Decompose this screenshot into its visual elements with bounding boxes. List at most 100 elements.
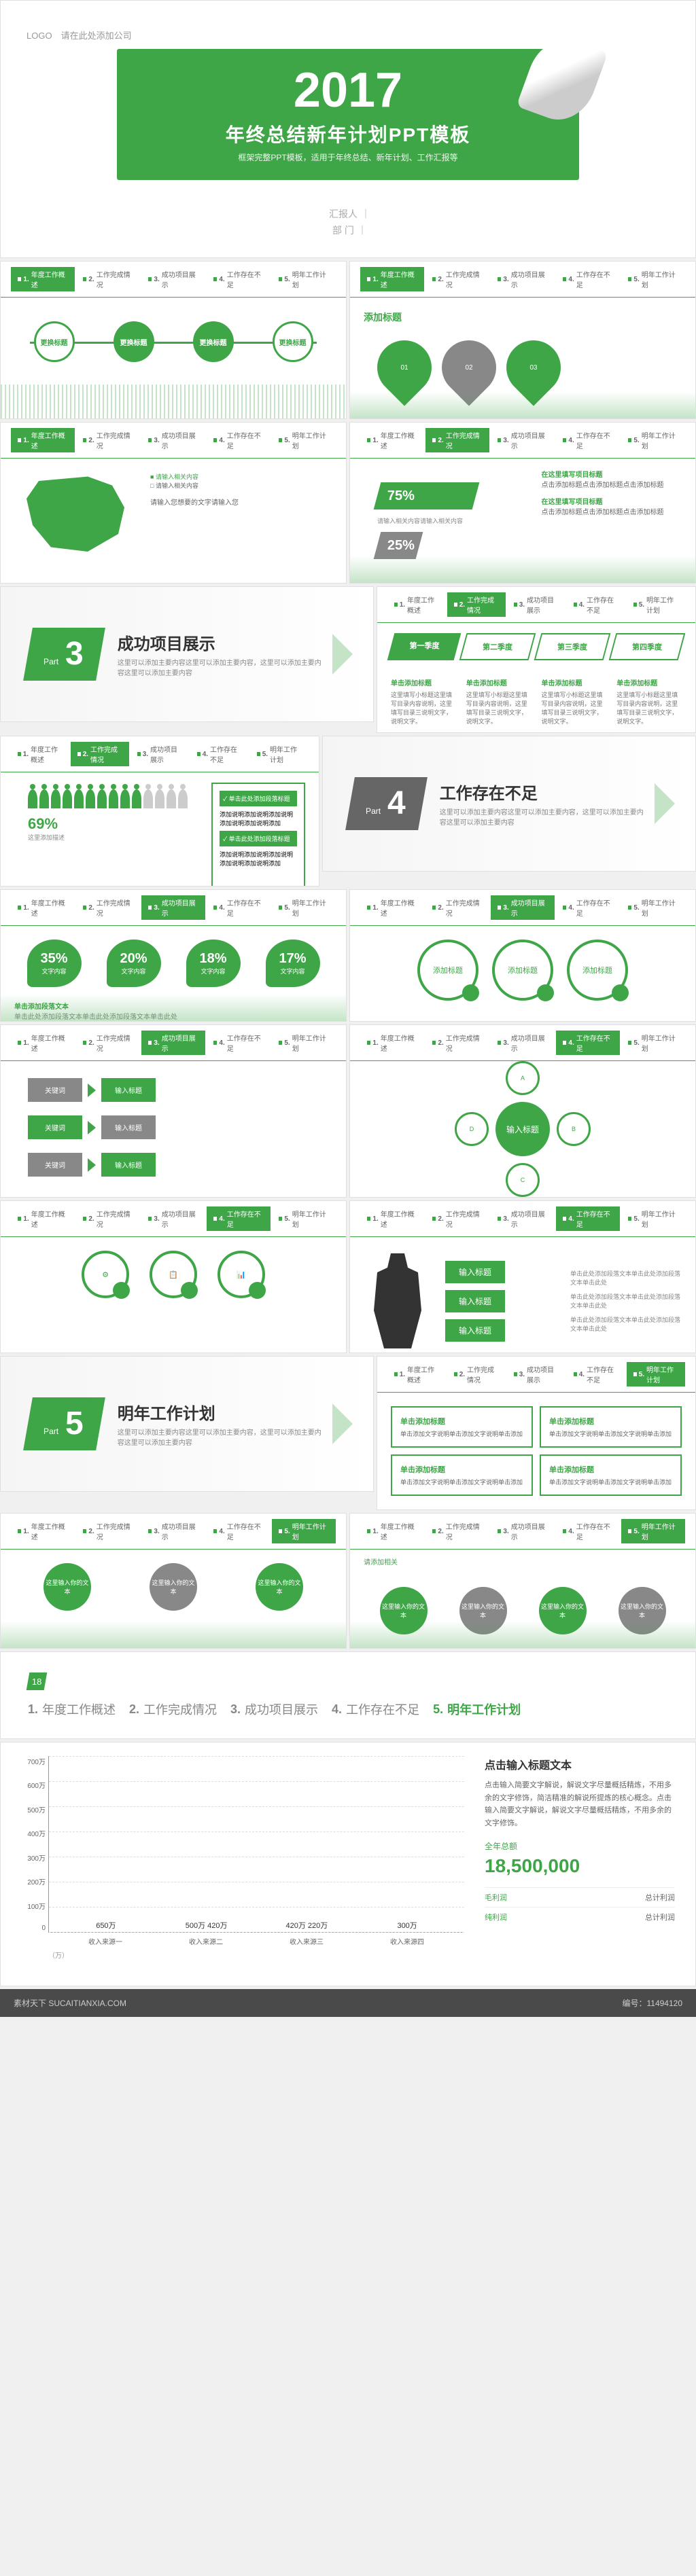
- nav-tab[interactable]: 1.年度工作概述: [360, 895, 424, 920]
- nav-tab[interactable]: 3.成功项目展示: [491, 1206, 555, 1231]
- quarter-tab[interactable]: 第二季度: [459, 633, 536, 660]
- nav-tab[interactable]: 2.工作完成情况: [447, 1362, 506, 1387]
- nav-tab[interactable]: 3.成功项目展示: [141, 1206, 205, 1231]
- nav-tab[interactable]: 4.工作存在不足: [207, 428, 271, 452]
- nav-tab[interactable]: 1.年度工作概述: [11, 1519, 75, 1543]
- nav-tab[interactable]: 5.明年工作计划: [272, 1206, 336, 1231]
- nav-tab[interactable]: 5.明年工作计划: [272, 428, 336, 452]
- nav-tab[interactable]: 4.工作存在不足: [207, 1031, 271, 1055]
- nav-tab[interactable]: 2.工作完成情况: [425, 1519, 489, 1543]
- nav-tab[interactable]: 1.年度工作概述: [11, 1206, 75, 1231]
- quarter-tab[interactable]: 第三季度: [534, 633, 611, 660]
- nav-tab[interactable]: 1.年度工作概述: [11, 895, 75, 920]
- nav-tab[interactable]: 1.年度工作概述: [360, 1031, 424, 1055]
- nav-tab[interactable]: 2.工作完成情况: [76, 1206, 140, 1231]
- nav-tab[interactable]: 3.成功项目展示: [141, 1519, 205, 1543]
- nav-tab[interactable]: 4.工作存在不足: [190, 742, 249, 766]
- nav-tab[interactable]: 4.工作存在不足: [207, 1206, 271, 1231]
- nav-tab[interactable]: 1.年度工作概述: [360, 428, 424, 452]
- circle-item: 更换标题: [34, 321, 75, 362]
- nav-tab[interactable]: 5.明年工作计划: [627, 1362, 685, 1387]
- nav-tab[interactable]: 2.工作完成情况: [76, 267, 140, 291]
- nav-tab[interactable]: 2.工作完成情况: [425, 895, 489, 920]
- nav-tab[interactable]: 2.工作完成情况: [76, 895, 140, 920]
- nav-tab[interactable]: 2.工作完成情况: [76, 428, 140, 452]
- chart-desc: 点击输入简要文字解说，解说文字尽量概括精炼，不用多余的文字修饰，简洁精准的解说所…: [485, 1779, 675, 1830]
- nav-tab[interactable]: 4.工作存在不足: [567, 1362, 625, 1387]
- chart-title: 点击输入标题文本: [485, 1756, 675, 1772]
- big-nav-item[interactable]: 5.明年工作计划: [433, 1700, 521, 1718]
- nav-tab[interactable]: 1.年度工作概述: [11, 267, 75, 291]
- nav-tab[interactable]: 3.成功项目展示: [507, 592, 566, 617]
- nav-tab[interactable]: 3.成功项目展示: [141, 1031, 205, 1055]
- nav-tab[interactable]: 2.工作完成情况: [76, 1519, 140, 1543]
- nav-tab[interactable]: 5.明年工作计划: [621, 1031, 685, 1055]
- nav-tab[interactable]: 5.明年工作计划: [250, 742, 309, 766]
- nav-tab[interactable]: 3.成功项目展示: [491, 1031, 555, 1055]
- big-nav-item[interactable]: 2.工作完成情况: [129, 1700, 217, 1718]
- nav-tab[interactable]: 4.工作存在不足: [556, 1031, 620, 1055]
- nav-tab[interactable]: 5.明年工作计划: [621, 267, 685, 291]
- nav-tab[interactable]: 3.成功项目展示: [491, 895, 555, 920]
- nav-tab[interactable]: 3.成功项目展示: [130, 742, 189, 766]
- nav-tabs: 1.年度工作概述2.工作完成情况3.成功项目展示4.工作存在不足5.明年工作计划: [1, 262, 346, 298]
- nav-tab[interactable]: 4.工作存在不足: [567, 592, 625, 617]
- nav-tab[interactable]: 1.年度工作概述: [360, 267, 424, 291]
- nav-tab[interactable]: 1.年度工作概述: [11, 742, 69, 766]
- nav-tab[interactable]: 3.成功项目展示: [491, 1519, 555, 1543]
- nav-tab[interactable]: 4.工作存在不足: [207, 1519, 271, 1543]
- nav-tab[interactable]: 1.年度工作概述: [11, 1031, 75, 1055]
- nav-tab[interactable]: 2.工作完成情况: [425, 1206, 489, 1231]
- nav-tab[interactable]: 5.明年工作计划: [621, 428, 685, 452]
- nav-tab[interactable]: 5.明年工作计划: [272, 1519, 336, 1543]
- nav-tab[interactable]: 3.成功项目展示: [141, 428, 205, 452]
- slide-flow: 1.年度工作概述2.工作完成情况3.成功项目展示4.工作存在不足5.明年工作计划…: [0, 1024, 347, 1198]
- nav-tab[interactable]: 1.年度工作概述: [387, 1362, 446, 1387]
- nav-tab[interactable]: 4.工作存在不足: [556, 267, 620, 291]
- quarter-tab[interactable]: 第一季度: [387, 633, 462, 660]
- nav-tab[interactable]: 5.明年工作计划: [621, 1519, 685, 1543]
- nav-tab[interactable]: 5.明年工作计划: [627, 592, 685, 617]
- person-icon: [143, 789, 153, 808]
- big-nav-slide: 18 1.年度工作概述2.工作完成情况3.成功项目展示4.工作存在不足5.明年工…: [0, 1651, 696, 1739]
- quarter-tab[interactable]: 第四季度: [609, 633, 686, 660]
- nav-tab[interactable]: 4.工作存在不足: [207, 895, 271, 920]
- nav-tab[interactable]: 5.明年工作计划: [272, 895, 336, 920]
- nav-tab[interactable]: 4.工作存在不足: [556, 1519, 620, 1543]
- person-icon: [86, 789, 95, 808]
- nav-tab[interactable]: 1.年度工作概述: [11, 428, 75, 452]
- nav-tab[interactable]: 2.工作完成情况: [425, 1031, 489, 1055]
- nav-tab[interactable]: 1.年度工作概述: [360, 1206, 424, 1231]
- ring-circle: 添加标题: [567, 940, 628, 1001]
- circle-item: 更换标题: [114, 321, 154, 362]
- big-nav-item[interactable]: 1.年度工作概述: [28, 1700, 116, 1718]
- nav-tab[interactable]: 4.工作存在不足: [556, 428, 620, 452]
- nav-tab[interactable]: 5.明年工作计划: [621, 1206, 685, 1231]
- slide-title: 添加标题: [364, 308, 682, 327]
- info-box: 单击添加标题单击添加文字说明单击添加文字说明单击添加: [540, 1454, 682, 1496]
- nav-tab[interactable]: 1.年度工作概述: [387, 592, 446, 617]
- nav-tab[interactable]: 1.年度工作概述: [360, 1519, 424, 1543]
- big-nav-item[interactable]: 4.工作存在不足: [332, 1700, 419, 1718]
- orbit-node: D: [455, 1112, 489, 1146]
- nav-tab[interactable]: 3.成功项目展示: [141, 267, 205, 291]
- nav-tab[interactable]: 3.成功项目展示: [507, 1362, 566, 1387]
- nav-tab[interactable]: 5.明年工作计划: [621, 895, 685, 920]
- nav-tab[interactable]: 4.工作存在不足: [556, 1206, 620, 1231]
- nav-tab[interactable]: 5.明年工作计划: [272, 1031, 336, 1055]
- nav-tab[interactable]: 2.工作完成情况: [71, 742, 129, 766]
- nav-tab[interactable]: 3.成功项目展示: [491, 428, 555, 452]
- big-nav-item[interactable]: 3.成功项目展示: [230, 1700, 318, 1718]
- nav-tab[interactable]: 2.工作完成情况: [425, 267, 489, 291]
- nav-tab[interactable]: 4.工作存在不足: [207, 267, 271, 291]
- nav-tab[interactable]: 2.工作完成情况: [447, 592, 506, 617]
- section-4-header: Part 4 工作存在不足 这里可以添加主要内容这里可以添加主要内容，这里可以添…: [322, 736, 696, 872]
- nav-tab[interactable]: 5.明年工作计划: [272, 267, 336, 291]
- slide-map: 1.年度工作概述2.工作完成情况3.成功项目展示4.工作存在不足5.明年工作计划…: [0, 422, 347, 584]
- main-title: 年终总结新年计划PPT模板: [144, 120, 552, 147]
- nav-tab[interactable]: 2.工作完成情况: [76, 1031, 140, 1055]
- nav-tab[interactable]: 3.成功项目展示: [491, 267, 555, 291]
- nav-tab[interactable]: 4.工作存在不足: [556, 895, 620, 920]
- nav-tab[interactable]: 2.工作完成情况: [425, 428, 489, 452]
- nav-tab[interactable]: 3.成功项目展示: [141, 895, 205, 920]
